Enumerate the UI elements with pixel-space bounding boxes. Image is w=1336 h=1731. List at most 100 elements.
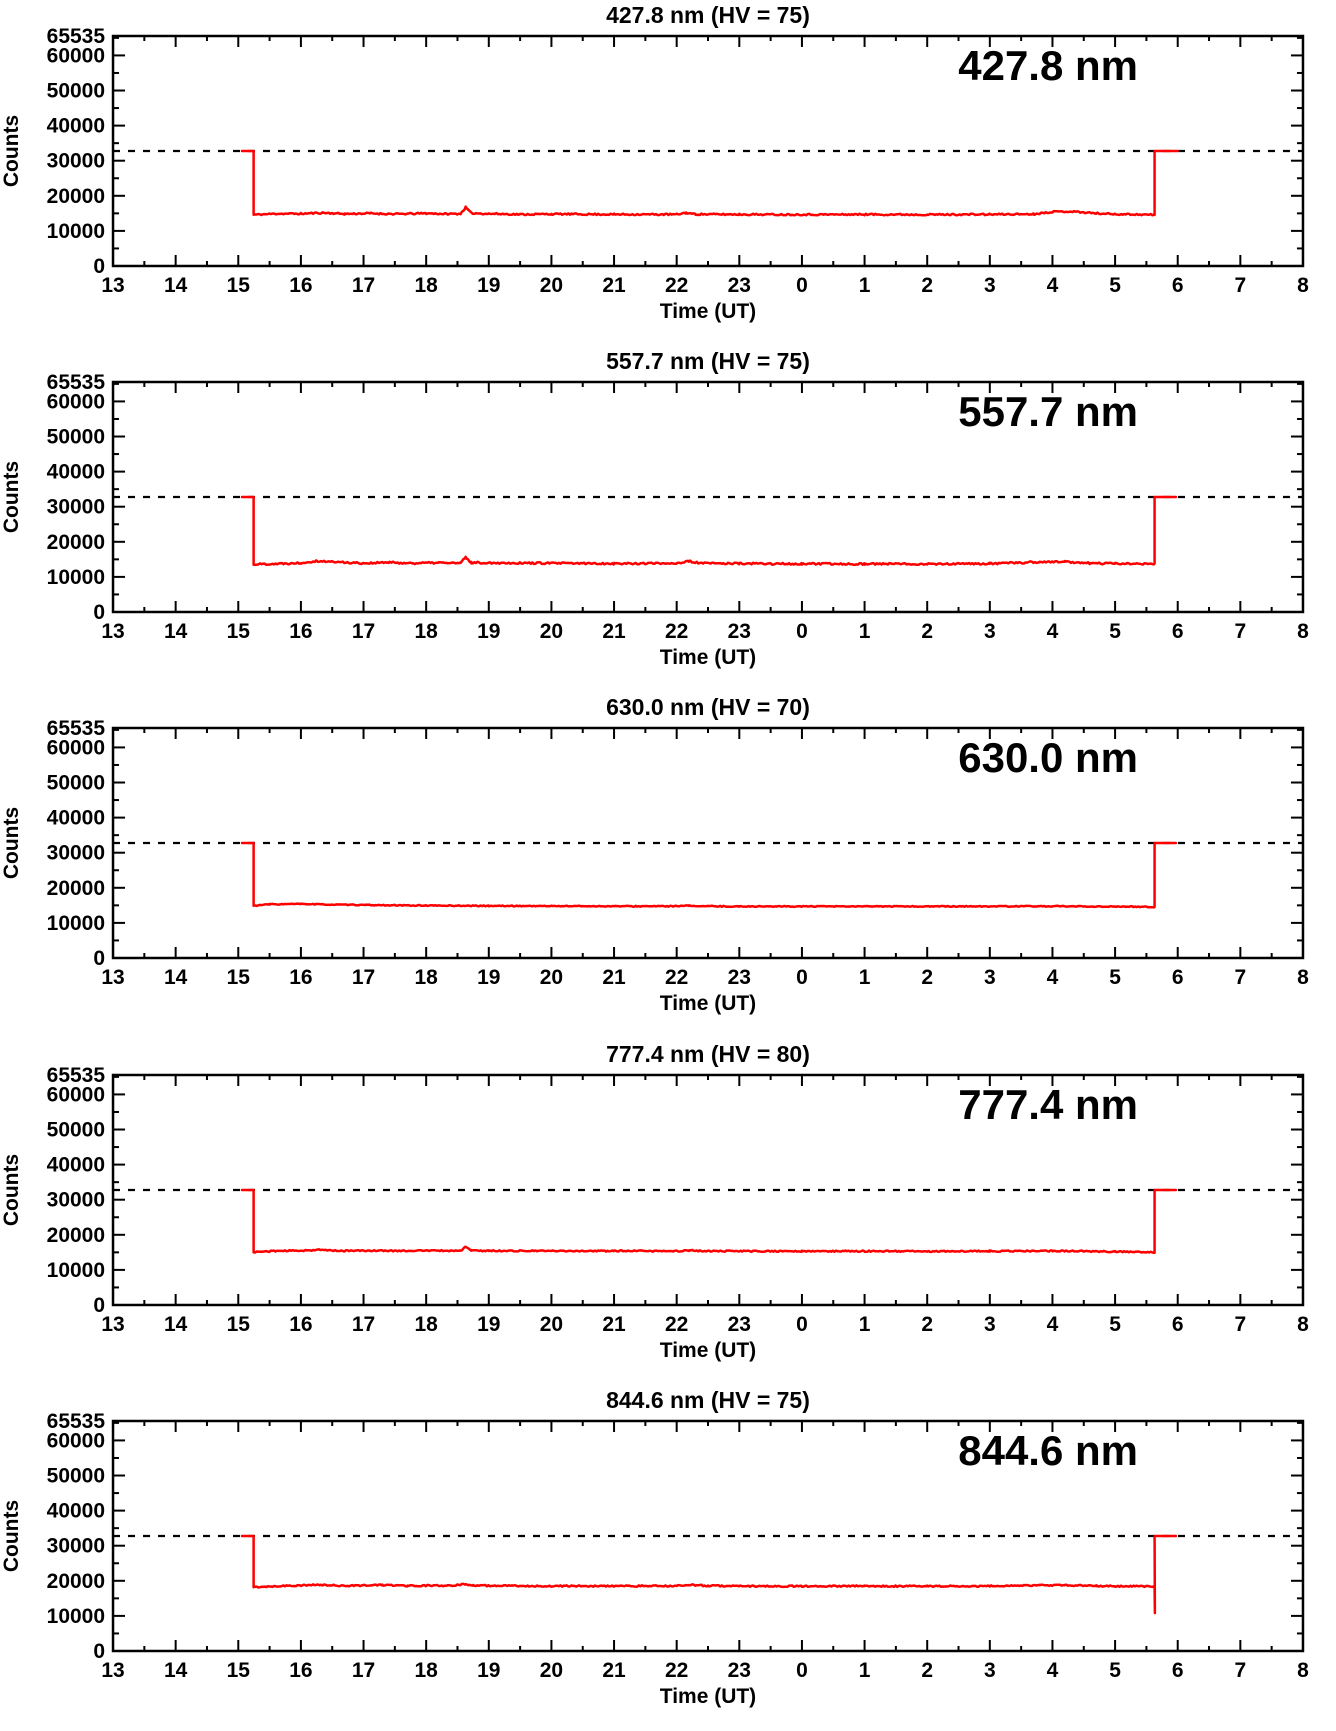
y-axis-title: Counts (0, 1500, 23, 1572)
x-tick-label: 2 (921, 1659, 933, 1682)
y-axis-title: Counts (0, 807, 23, 879)
x-tick-label: 5 (1109, 1313, 1121, 1336)
x-tick-label: 22 (665, 966, 688, 989)
x-tick-label: 8 (1297, 620, 1309, 643)
x-tick-label: 14 (164, 1659, 188, 1682)
x-tick-label: 16 (289, 966, 312, 989)
x-tick-label: 17 (352, 274, 375, 297)
y-tick-label: 50000 (47, 1118, 105, 1141)
y-tick-label: 40000 (47, 807, 105, 830)
x-tick-label: 14 (164, 1313, 188, 1336)
x-tick-label: 7 (1235, 1659, 1247, 1682)
y-tick-label: 40000 (47, 115, 105, 138)
panel-title: 630.0 nm (HV = 70) (606, 694, 810, 720)
y-tick-label: 65535 (47, 1410, 106, 1433)
x-tick-label: 13 (101, 274, 124, 297)
x-tick-label: 5 (1109, 966, 1121, 989)
y-tick-label: 60000 (47, 44, 105, 67)
x-tick-label: 6 (1172, 966, 1184, 989)
counts-series (240, 495, 1178, 567)
x-tick-label: 20 (540, 966, 563, 989)
y-tick-label: 10000 (47, 1258, 105, 1281)
x-tick-label: 13 (101, 966, 124, 989)
x-tick-label: 17 (352, 1659, 375, 1682)
y-tick-label: 30000 (47, 842, 105, 865)
y-axis-title: Counts (0, 115, 23, 187)
x-tick-label: 22 (665, 1313, 688, 1336)
x-tick-label: 21 (602, 1313, 626, 1336)
x-tick-label: 2 (921, 274, 933, 297)
y-tick-label: 0 (93, 601, 105, 624)
y-tick-label: 20000 (47, 185, 105, 208)
x-tick-label: 3 (984, 1313, 996, 1336)
panel-title: 557.7 nm (HV = 75) (606, 348, 810, 374)
x-tick-label: 3 (984, 274, 996, 297)
x-tick-label: 1 (859, 620, 871, 643)
axis-ticks (113, 1074, 1303, 1305)
y-tick-label: 30000 (47, 1534, 105, 1557)
x-tick-label: 5 (1109, 620, 1121, 643)
plot-frame (111, 1073, 1305, 1306)
y-tick-label: 20000 (47, 877, 105, 900)
x-tick-label: 18 (414, 1659, 438, 1682)
x-tick-label: 0 (796, 274, 808, 297)
x-tick-label: 6 (1172, 274, 1184, 297)
x-tick-label: 23 (728, 620, 751, 643)
x-axis-tick-labels: 13 14 15 16 17 18 19 20 21 22 23 0 1 2 3 4 5 6 7 8 (101, 966, 1309, 989)
x-tick-label: 7 (1235, 274, 1247, 297)
y-tick-label: 50000 (47, 1464, 105, 1487)
x-tick-label: 1 (859, 1659, 871, 1682)
x-tick-label: 14 (164, 620, 188, 643)
y-tick-label: 10000 (47, 566, 105, 589)
x-tick-label: 6 (1172, 1659, 1184, 1682)
x-tick-label: 4 (1047, 274, 1059, 297)
y-tick-label: 20000 (47, 531, 105, 554)
x-axis-tick-labels: 13 14 15 16 17 18 19 20 21 22 23 0 1 2 3 4 5 6 7 8 (101, 274, 1309, 297)
x-tick-label: 7 (1235, 1313, 1247, 1336)
wavelength-label: 427.8 nm (958, 42, 1138, 89)
x-tick-label: 17 (352, 620, 375, 643)
x-tick-label: 13 (101, 1659, 124, 1682)
y-tick-label: 10000 (47, 912, 105, 935)
panel-chart-844.6-nm: 13 14 15 16 17 18 19 20 21 22 23 0 1 2 3 4 5 6 7 8010000200… (0, 1387, 1309, 1708)
wavelength-label: 557.7 nm (958, 388, 1138, 435)
x-tick-label: 8 (1297, 966, 1309, 989)
x-tick-label: 8 (1297, 1313, 1309, 1336)
y-tick-label: 65535 (47, 1064, 106, 1087)
counts-series (240, 1534, 1178, 1615)
x-tick-label: 8 (1297, 274, 1309, 297)
plot-frame (111, 727, 1305, 960)
x-tick-label: 3 (984, 1659, 996, 1682)
y-tick-label: 60000 (47, 737, 105, 760)
x-tick-label: 21 (602, 274, 626, 297)
y-tick-label: 60000 (47, 1083, 105, 1106)
x-tick-label: 4 (1047, 1659, 1059, 1682)
y-axis-title: Counts (0, 1153, 23, 1225)
wavelength-label: 777.4 nm (958, 1081, 1138, 1128)
y-axis-title: Counts (0, 461, 23, 533)
x-tick-label: 4 (1047, 966, 1059, 989)
y-tick-label: 65535 (47, 717, 106, 740)
x-tick-label: 21 (602, 966, 626, 989)
x-tick-label: 22 (665, 274, 688, 297)
x-tick-label: 2 (921, 1313, 933, 1336)
y-tick-label: 40000 (47, 1153, 105, 1176)
y-tick-label: 65535 (47, 371, 106, 394)
x-tick-label: 20 (540, 1659, 563, 1682)
x-tick-label: 3 (984, 966, 996, 989)
plot-frame (111, 1419, 1305, 1652)
panel-chart-427.8-nm: 13 14 15 16 17 18 19 20 21 22 23 0 1 2 3 4 5 6 7 8010000200… (0, 2, 1309, 323)
y-tick-label: 0 (93, 1640, 105, 1663)
x-tick-label: 20 (540, 1313, 563, 1336)
x-tick-label: 19 (477, 966, 500, 989)
x-tick-label: 15 (227, 1659, 251, 1682)
x-axis-title: Time (UT) (660, 300, 756, 323)
panel-chart-557.7-nm: 13 14 15 16 17 18 19 20 21 22 23 0 1 2 3 4 5 6 7 8010000200… (0, 348, 1309, 669)
x-tick-label: 1 (859, 966, 871, 989)
x-tick-label: 6 (1172, 620, 1184, 643)
y-tick-label: 20000 (47, 1223, 105, 1246)
panel-title: 777.4 nm (HV = 80) (606, 1041, 810, 1067)
x-tick-label: 0 (796, 1659, 808, 1682)
